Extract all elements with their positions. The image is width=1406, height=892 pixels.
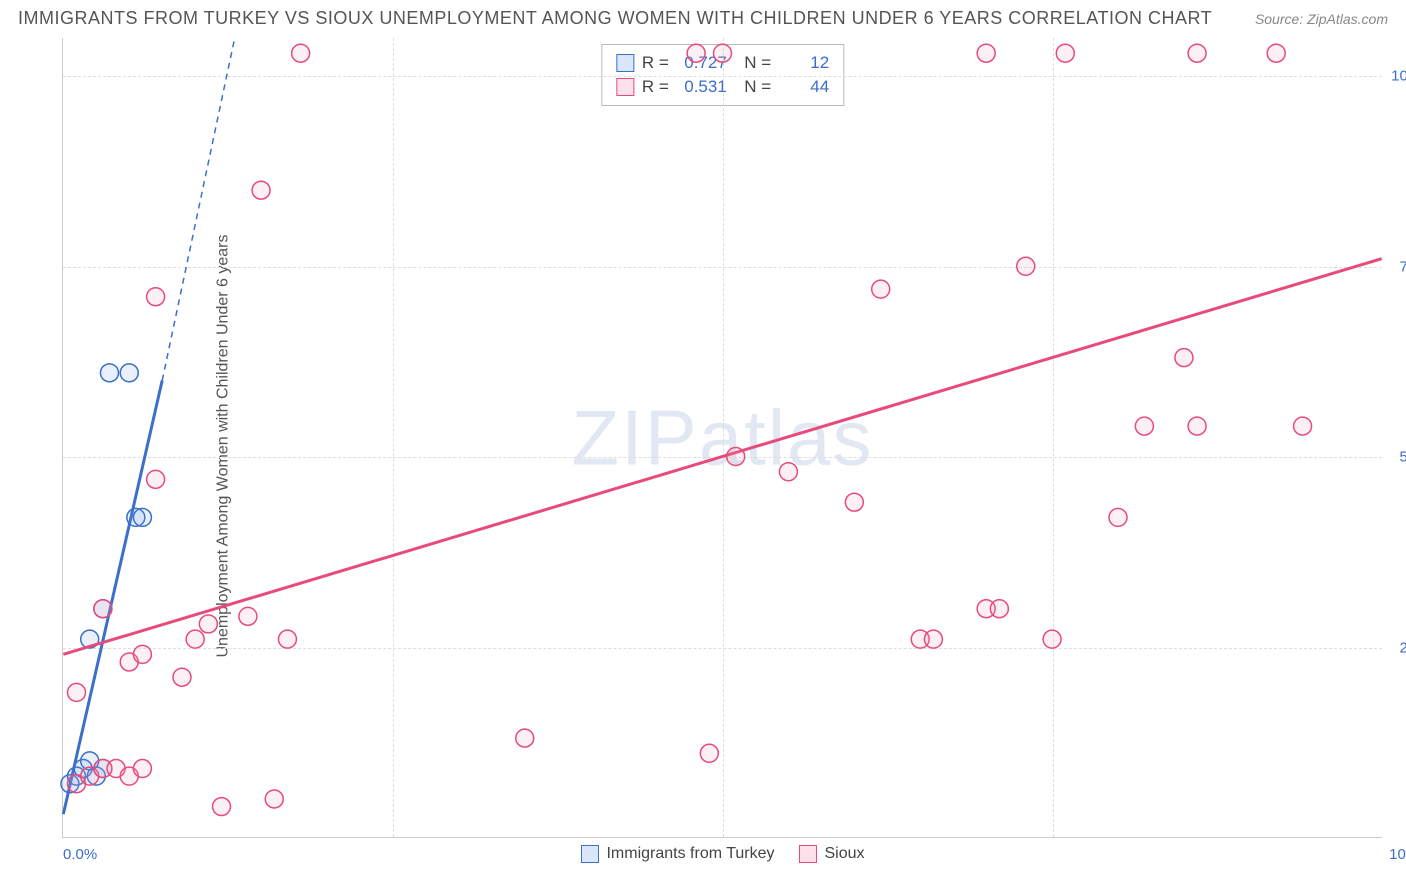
data-point xyxy=(700,744,718,762)
y-tick-label: 50.0% xyxy=(1387,449,1406,466)
data-point xyxy=(1188,417,1206,435)
data-point xyxy=(186,630,204,648)
data-point xyxy=(1017,257,1035,275)
data-point xyxy=(1267,44,1285,62)
trend-line xyxy=(63,259,1381,655)
data-point xyxy=(1188,44,1206,62)
data-point xyxy=(133,760,151,778)
data-point xyxy=(1056,44,1074,62)
data-point xyxy=(68,683,86,701)
data-point xyxy=(292,44,310,62)
data-point xyxy=(100,364,118,382)
data-point xyxy=(714,44,732,62)
data-point xyxy=(779,463,797,481)
legend-item-turkey: Immigrants from Turkey xyxy=(580,845,774,863)
y-tick-label: 75.0% xyxy=(1387,258,1406,275)
source-label: Source: ZipAtlas.com xyxy=(1255,11,1388,27)
data-point xyxy=(1175,349,1193,367)
trend-line xyxy=(63,380,162,814)
legend-label-sioux: Sioux xyxy=(825,845,865,863)
data-point xyxy=(147,470,165,488)
x-tick-left: 0.0% xyxy=(63,846,97,863)
data-point xyxy=(1294,417,1312,435)
data-point xyxy=(1043,630,1061,648)
data-point xyxy=(924,630,942,648)
legend-label-turkey: Immigrants from Turkey xyxy=(606,845,774,863)
data-point xyxy=(516,729,534,747)
data-point xyxy=(990,600,1008,618)
scatter-svg xyxy=(63,38,1382,837)
plot-area: ZIPatlas R = 0.727 N = 12 R = 0.531 N = … xyxy=(62,38,1382,838)
data-point xyxy=(727,448,745,466)
legend-item-sioux: Sioux xyxy=(799,845,865,863)
data-point xyxy=(199,615,217,633)
data-point xyxy=(147,288,165,306)
data-point xyxy=(845,493,863,511)
data-point xyxy=(1135,417,1153,435)
data-point xyxy=(278,630,296,648)
data-point xyxy=(252,181,270,199)
data-point xyxy=(239,607,257,625)
data-point xyxy=(94,600,112,618)
data-point xyxy=(977,44,995,62)
data-point xyxy=(120,364,138,382)
data-point xyxy=(872,280,890,298)
y-tick-label: 100.0% xyxy=(1387,68,1406,85)
data-point xyxy=(687,44,705,62)
data-point xyxy=(133,645,151,663)
bottom-legend: Immigrants from Turkey Sioux xyxy=(580,845,864,863)
chart-title: IMMIGRANTS FROM TURKEY VS SIOUX UNEMPLOY… xyxy=(18,8,1212,29)
x-tick-right: 100.0% xyxy=(1389,846,1406,863)
data-point xyxy=(173,668,191,686)
legend-swatch-turkey xyxy=(580,845,598,863)
data-point xyxy=(213,798,231,816)
y-tick-label: 25.0% xyxy=(1387,639,1406,656)
data-point xyxy=(133,508,151,526)
data-point xyxy=(265,790,283,808)
data-point xyxy=(1109,508,1127,526)
legend-swatch-sioux xyxy=(799,845,817,863)
trend-line xyxy=(162,38,235,380)
